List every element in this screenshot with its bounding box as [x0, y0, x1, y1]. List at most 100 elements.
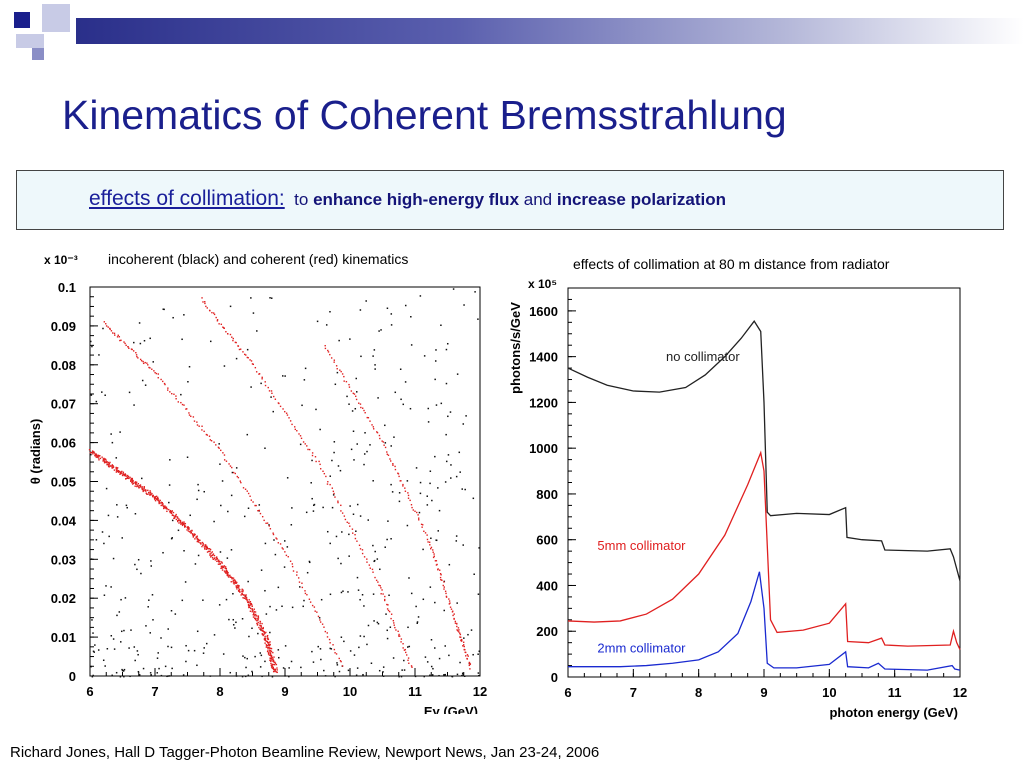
- coherent-point: [178, 522, 180, 524]
- coherent-point: [248, 606, 250, 609]
- coherent-point: [460, 639, 462, 642]
- coherent-point: [94, 455, 96, 457]
- incoherent-point: [372, 593, 375, 595]
- coherent-point: [301, 582, 303, 584]
- incoherent-point: [229, 305, 232, 308]
- coherent-point: [348, 386, 351, 388]
- coherent-point: [160, 504, 162, 507]
- coherent-point: [122, 471, 125, 473]
- coherent-point: [337, 500, 339, 502]
- incoherent-point: [325, 324, 328, 326]
- incoherent-point: [338, 670, 341, 673]
- incoherent-point: [445, 433, 447, 436]
- incoherent-point: [319, 648, 322, 650]
- incoherent-point: [438, 674, 440, 677]
- incoherent-point: [323, 669, 325, 672]
- coherent-point: [329, 483, 331, 486]
- collimation-flux-chart: 6 7 8 9 10 11 12 0 200 400 600 800 1000 1200 1400 1600 x…: [508, 277, 967, 720]
- incoherent-point: [463, 637, 465, 639]
- coherent-point: [184, 522, 187, 525]
- coherent-point: [271, 392, 273, 395]
- coherent-point: [108, 463, 111, 465]
- incoherent-point: [299, 443, 302, 446]
- coherent-point: [270, 647, 273, 650]
- incoherent-point: [260, 382, 262, 385]
- incoherent-point: [137, 670, 140, 673]
- coherent-point: [211, 311, 213, 314]
- coherent-point: [217, 559, 220, 561]
- incoherent-point: [141, 379, 144, 382]
- coherent-point: [166, 508, 169, 510]
- coherent-point: [367, 417, 370, 419]
- coherent-point: [274, 669, 276, 671]
- incoherent-point: [356, 667, 359, 669]
- coherent-point: [136, 355, 138, 358]
- incoherent-point: [410, 344, 413, 346]
- incoherent-point: [152, 619, 154, 621]
- coherent-point: [135, 482, 137, 484]
- coherent-point: [402, 643, 404, 645]
- incoherent-point: [342, 590, 344, 592]
- coherent-point: [444, 590, 447, 593]
- incoherent-point: [288, 667, 290, 669]
- coherent-point: [198, 425, 200, 427]
- coherent-point: [167, 387, 169, 389]
- coherent-point: [105, 459, 107, 461]
- coherent-point: [232, 582, 235, 584]
- coherent-point: [199, 539, 201, 542]
- incoherent-point: [103, 594, 106, 596]
- coherent-point: [112, 466, 115, 468]
- incoherent-point: [444, 673, 446, 676]
- incoherent-point: [235, 621, 237, 624]
- coherent-point: [137, 485, 139, 487]
- y-axis-label: photons/s/GeV: [508, 302, 523, 394]
- coherent-point: [271, 663, 273, 666]
- coherent-point: [445, 596, 448, 598]
- coherent-point: [165, 506, 168, 508]
- coherent-point: [132, 350, 135, 352]
- coherent-point: [257, 617, 260, 619]
- incoherent-point: [390, 445, 392, 447]
- coherent-point: [355, 395, 357, 397]
- coherent-point: [273, 656, 275, 658]
- incoherent-point: [226, 557, 229, 559]
- incoherent-point: [301, 404, 303, 407]
- coherent-point: [285, 554, 288, 557]
- incoherent-point: [137, 653, 139, 656]
- incoherent-point: [202, 599, 204, 601]
- coherent-point: [272, 663, 274, 666]
- coherent-point: [269, 528, 272, 530]
- incoherent-point: [205, 642, 208, 645]
- coherent-point: [289, 560, 292, 562]
- incoherent-point: [145, 625, 147, 627]
- incoherent-point: [116, 614, 118, 617]
- incoherent-point: [367, 519, 369, 521]
- incoherent-point: [142, 667, 145, 670]
- coherent-point: [395, 629, 397, 631]
- coherent-point: [394, 465, 396, 468]
- coherent-point: [272, 667, 274, 670]
- coherent-point: [120, 471, 122, 473]
- coherent-point: [242, 597, 244, 599]
- incoherent-point: [259, 666, 262, 668]
- incoherent-point: [187, 381, 189, 383]
- coherent-point: [238, 585, 240, 587]
- incoherent-point: [149, 337, 151, 340]
- coherent-point: [211, 551, 214, 553]
- incoherent-point: [209, 675, 212, 677]
- incoherent-point: [410, 592, 413, 595]
- incoherent-point: [188, 365, 191, 368]
- coherent-point: [445, 592, 447, 595]
- incoherent-point: [332, 494, 335, 496]
- coherent-point: [429, 544, 431, 546]
- incoherent-point: [174, 613, 177, 615]
- coherent-point: [356, 540, 358, 542]
- coherent-point: [244, 488, 247, 490]
- incoherent-point: [130, 629, 132, 631]
- coherent-point: [181, 403, 184, 406]
- incoherent-point: [317, 645, 319, 648]
- coherent-point: [233, 583, 235, 585]
- incoherent-point: [330, 648, 333, 650]
- coherent-point: [266, 635, 268, 638]
- coherent-point: [186, 408, 188, 410]
